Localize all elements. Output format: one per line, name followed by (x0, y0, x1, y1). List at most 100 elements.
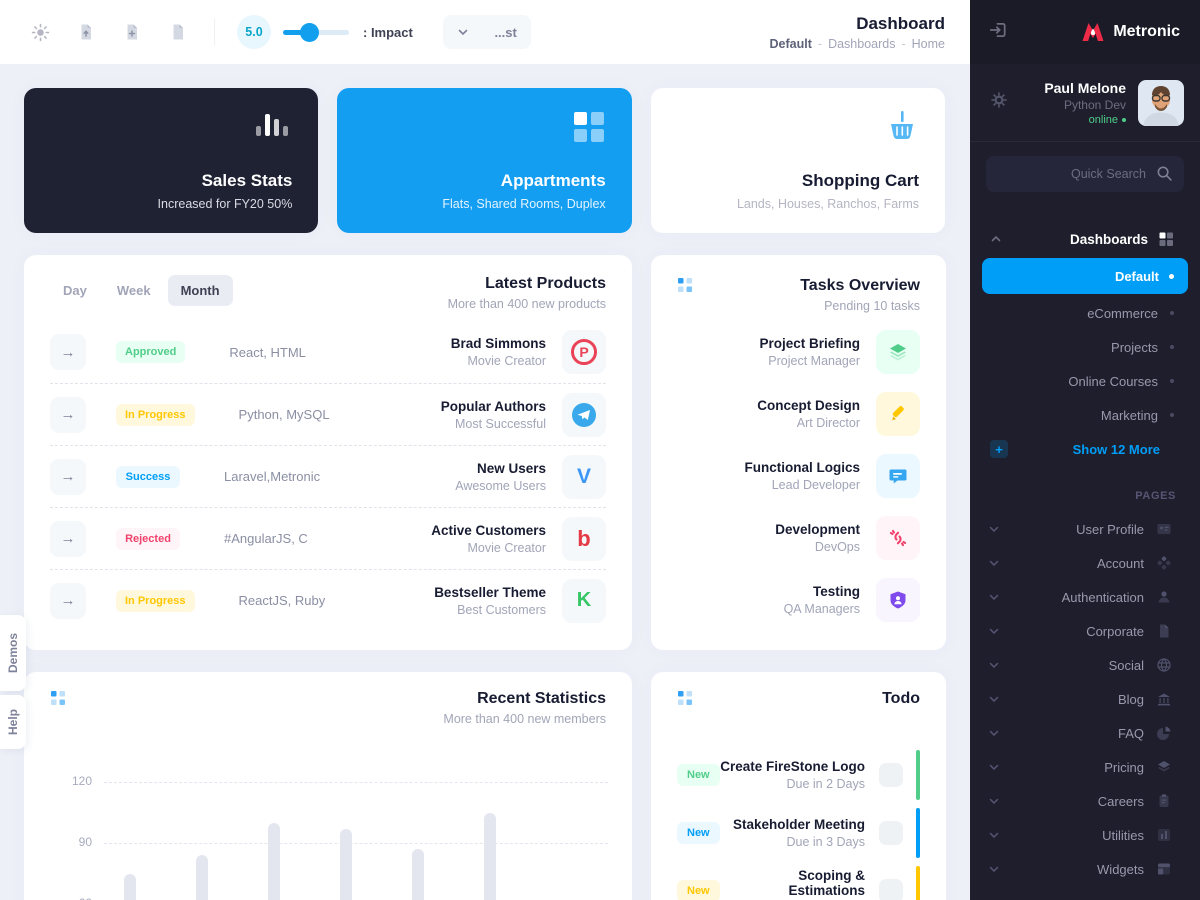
slider-fill (283, 29, 309, 35)
pages-section-label: PAGES (1135, 490, 1176, 502)
todo-checkbox[interactable] (879, 879, 903, 900)
sidebar-item-social[interactable]: Social (970, 648, 1200, 682)
sidebar-item-user-profile[interactable]: User Profile (970, 512, 1200, 546)
search-icon[interactable] (1156, 165, 1173, 187)
task-item[interactable]: Testing QA Managers (677, 569, 920, 631)
breadcrumb-default[interactable]: Default (769, 37, 812, 52)
document-icon (1156, 623, 1172, 639)
row-arrow-button[interactable]: → (50, 458, 86, 495)
row-arrow-button[interactable]: → (50, 396, 86, 433)
user-role: Python Dev (1063, 97, 1126, 112)
task-item[interactable]: Functional Logics Lead Developer (677, 445, 920, 507)
task-item[interactable]: Concept Design Art Director (677, 383, 920, 445)
row-arrow-button[interactable]: → (50, 582, 86, 619)
row-name[interactable]: Bestseller Theme (434, 584, 546, 600)
breadcrumb-home[interactable]: Home (911, 37, 945, 52)
row-name[interactable]: Active Customers (431, 522, 546, 538)
todo-checkbox[interactable] (879, 763, 903, 787)
sidebar-item-careers[interactable]: Careers (970, 784, 1200, 818)
tab-month[interactable]: Month (167, 275, 233, 306)
chart-bar (124, 873, 136, 900)
bank-icon (1156, 691, 1172, 707)
id-card-icon (1156, 521, 1172, 537)
priority-bar (916, 866, 920, 900)
bullet-dot (1170, 413, 1174, 417)
item-label: Careers (1097, 793, 1144, 809)
show-more-button[interactable]: + Show 12 More (970, 432, 1200, 466)
card-subtitle: Increased for FY20 50% (157, 197, 293, 211)
producthunt-icon: P (562, 330, 606, 374)
sidebar-item-corporate[interactable]: Corporate (970, 614, 1200, 648)
diamond-dots-icon (1156, 555, 1172, 571)
sidebar-item-widgets[interactable]: Widgets (970, 852, 1200, 886)
slider-knob[interactable] (300, 22, 319, 42)
row-name[interactable]: Brad Simmons (450, 336, 546, 351)
latest-products-panel: Day Week Month Latest Products More than… (24, 255, 632, 650)
impact-slider[interactable] (283, 22, 349, 42)
bullet-dot (1170, 379, 1174, 383)
sidebar-item-blog[interactable]: Blog (970, 682, 1200, 716)
avatar[interactable] (1138, 79, 1184, 126)
chart-bar (268, 822, 280, 900)
file-export-icon[interactable] (76, 22, 96, 42)
tab-day[interactable]: Day (63, 283, 87, 298)
task-title: Functional Logics (744, 460, 860, 475)
status-badge: In Progress (116, 589, 195, 612)
sales-stats-card[interactable]: Sales Stats Increased for FY20 50% (24, 88, 319, 233)
panel-subtitle: Pending 10 tasks (824, 299, 920, 313)
row-name[interactable]: New Users (476, 460, 546, 476)
sidebar-item-utilities[interactable]: Utilities (970, 818, 1200, 852)
item-label: Projects (1111, 339, 1158, 355)
show-more-label: Show 12 More (1072, 441, 1160, 457)
layers-icon (876, 330, 920, 374)
chevron-down-icon (458, 29, 468, 36)
sidebar-item-ecommerce[interactable]: eCommerce (970, 296, 1200, 330)
priority-bar (916, 750, 920, 800)
chevron-down-icon (989, 798, 999, 805)
sidebar-item-online-courses[interactable]: Online Courses (970, 364, 1200, 398)
status-badge: Success (116, 465, 180, 488)
breadcrumb-dashboards[interactable]: Dashboards (828, 37, 896, 52)
sidebar-item-default[interactable]: Default (982, 258, 1188, 294)
toolbar-divider (214, 19, 215, 45)
broken-link-icon (876, 516, 920, 560)
tab-week[interactable]: Week (116, 283, 151, 298)
demos-tab[interactable]: Demos (0, 615, 26, 691)
task-item[interactable]: Project Briefing Project Manager (677, 321, 920, 383)
brand-logo[interactable]: Metronic (1081, 20, 1180, 44)
row-name[interactable]: Popular Authors (440, 398, 546, 414)
todo-item: New Scoping & EstimationsDue in 5 Days (677, 862, 920, 900)
help-tab[interactable]: Help (0, 695, 26, 749)
sidebar-item-marketing[interactable]: Marketing (970, 398, 1200, 432)
bullet-dot (1170, 345, 1174, 349)
file-icon[interactable] (168, 22, 188, 42)
task-subtitle: Project Manager (768, 354, 860, 368)
sidebar-item-pricing[interactable]: Pricing (970, 750, 1200, 784)
toolbar-dropdown[interactable]: ...st (442, 15, 531, 49)
layers-icon (1156, 759, 1172, 775)
sidebar-item-authentication[interactable]: Authentication (970, 580, 1200, 614)
file-add-icon[interactable] (122, 22, 142, 42)
task-subtitle: Lead Developer (771, 478, 860, 492)
status-badge: Approved (116, 341, 186, 363)
grid-squares-icon (573, 112, 604, 142)
item-label: Pricing (1104, 759, 1144, 775)
chevron-down-icon (989, 560, 999, 567)
todo-checkbox[interactable] (879, 821, 903, 845)
sidebar-item-faq[interactable]: FAQ (970, 716, 1200, 750)
task-item[interactable]: Development DevOps (677, 507, 920, 569)
brightness-icon[interactable] (30, 22, 50, 42)
row-arrow-button[interactable]: → (50, 520, 86, 557)
badge-icon (1156, 793, 1172, 809)
gear-icon[interactable] (990, 91, 1008, 114)
menu-section-dashboards[interactable]: Dashboards (970, 222, 1200, 256)
apartments-card[interactable]: Appartments Flats, Shared Rooms, Duplex (337, 88, 632, 233)
search-input[interactable] (986, 156, 1184, 192)
row-arrow-button[interactable]: → (50, 334, 86, 370)
shopping-cart-card[interactable]: Shopping Cart Lands, Houses, Ranchos, Fa… (650, 88, 945, 233)
sidebar-item-account[interactable]: Account (970, 546, 1200, 580)
sidebar-item-projects[interactable]: Projects (970, 330, 1200, 364)
item-label: Widgets (1097, 861, 1144, 877)
bottom-row: 120 90 60 Recent Statistics More than 400 … (24, 672, 946, 900)
sign-out-icon[interactable] (988, 20, 1008, 45)
